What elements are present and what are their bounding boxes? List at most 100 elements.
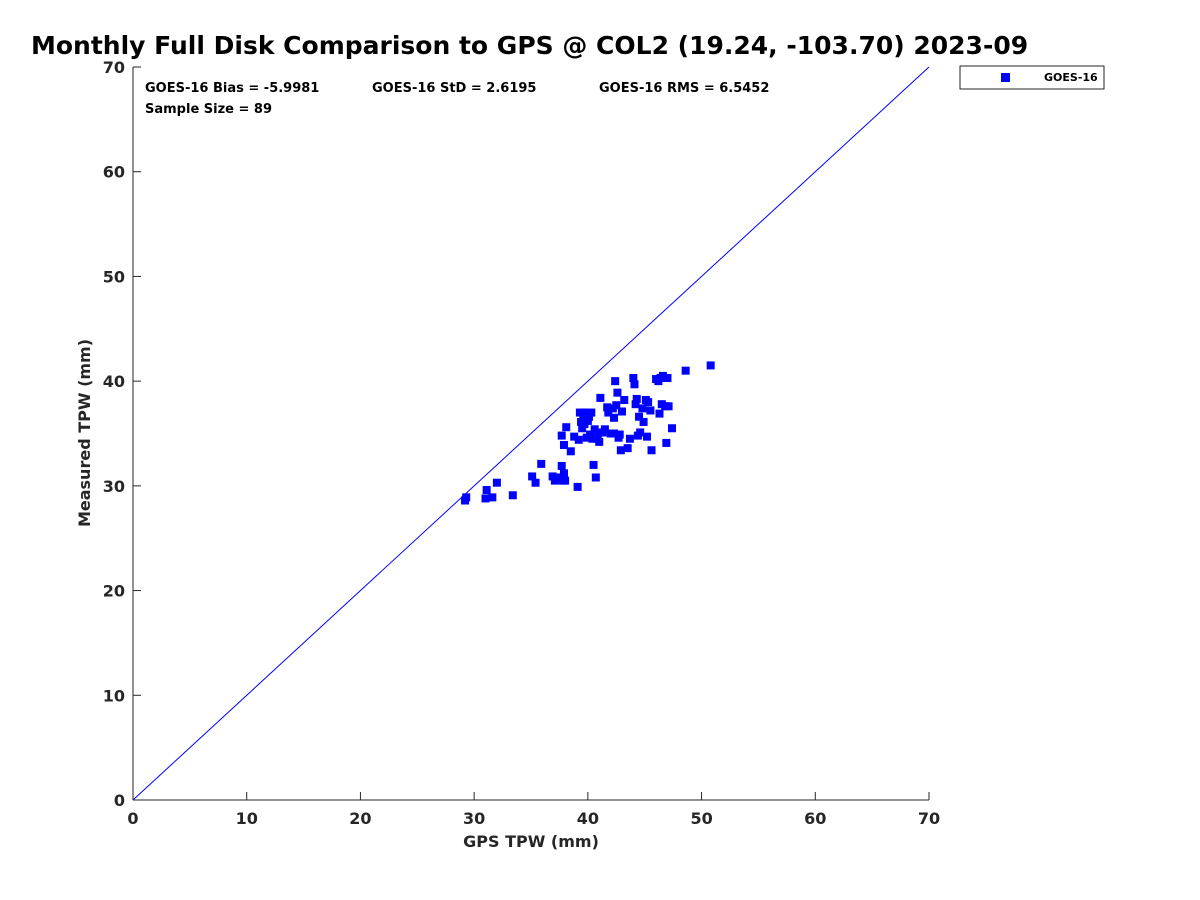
data-point [537, 459, 546, 468]
data-point [578, 424, 587, 433]
data-point [573, 482, 582, 491]
data-point [559, 469, 568, 478]
data-point [586, 430, 595, 439]
one-to-one-reference-line [132, 66, 930, 801]
data-point [630, 380, 639, 389]
data-point [557, 431, 566, 440]
x-tick-label: 70 [918, 809, 940, 828]
y-tick-label: 40 [103, 372, 125, 391]
data-point [611, 377, 620, 386]
data-point [588, 434, 597, 443]
data-point [620, 395, 629, 404]
data-point [662, 438, 671, 447]
data-point [658, 371, 667, 380]
rms-stat: GOES-16 RMS = 6.5452 [599, 81, 769, 96]
data-point [603, 403, 612, 412]
legend-entry-goes16: GOES-16 [1044, 71, 1098, 84]
data-points [461, 361, 715, 505]
data-point [531, 478, 540, 487]
data-point [596, 393, 605, 402]
data-point [548, 472, 557, 481]
x-tick-label: 20 [349, 809, 371, 828]
data-point [594, 429, 603, 438]
y-tick-label: 30 [103, 477, 125, 496]
data-point [589, 460, 598, 469]
data-point [559, 441, 568, 450]
data-point [550, 476, 559, 485]
y-axis-label: Measured TPW (mm) [75, 339, 94, 527]
data-point [615, 430, 624, 439]
x-tick-label: 0 [127, 809, 138, 828]
y-tick-label: 20 [103, 582, 125, 601]
axes: 0 10 20 30 40 50 60 70 0 10 20 30 40 50 60 70 [103, 58, 940, 828]
data-point [681, 366, 690, 375]
y-tick-label: 50 [103, 267, 125, 286]
legend-marker [1001, 73, 1010, 82]
data-point [570, 432, 579, 441]
data-point [566, 447, 575, 456]
data-point [600, 425, 609, 434]
y-tick-label: 60 [103, 163, 125, 182]
x-tick-label: 10 [236, 809, 258, 828]
data-point [584, 412, 593, 421]
legend-box [959, 65, 1105, 90]
data-point [508, 491, 517, 500]
data-point [617, 407, 626, 416]
data-point [482, 486, 491, 495]
data-point [610, 429, 619, 438]
data-point [481, 494, 490, 503]
data-point [639, 417, 648, 426]
legend: GOES-16 [959, 65, 1105, 90]
data-point [528, 472, 537, 481]
plot-area [132, 66, 930, 801]
data-point [655, 409, 664, 418]
data-point [492, 478, 501, 487]
data-point [579, 408, 588, 417]
data-point [562, 423, 571, 432]
data-point [587, 408, 596, 417]
data-point [636, 428, 645, 437]
x-axis-label: GPS TPW (mm) [463, 832, 599, 851]
data-point [638, 404, 647, 413]
data-point [706, 361, 715, 370]
data-point [616, 446, 625, 455]
y-tick-label: 10 [103, 686, 125, 705]
data-point [668, 424, 677, 433]
bias-stat: GOES-16 Bias = -5.9981 [145, 81, 319, 96]
x-tick-label: 60 [804, 809, 826, 828]
data-point [664, 402, 673, 411]
data-point [613, 388, 622, 397]
data-point [604, 408, 613, 417]
data-point [625, 434, 634, 443]
std-stat: GOES-16 StD = 2.6195 [372, 81, 536, 96]
data-point [488, 493, 497, 502]
data-point [574, 435, 583, 444]
data-point [631, 400, 640, 409]
data-point [610, 413, 619, 422]
data-point [635, 412, 644, 421]
data-point [646, 406, 655, 415]
data-point [590, 425, 599, 434]
x-tick-label: 30 [463, 809, 485, 828]
y-tick-label: 0 [114, 791, 125, 810]
x-tick-label: 40 [577, 809, 599, 828]
stats-annotations: GOES-16 Bias = -5.9981 GOES-16 StD = 2.6… [145, 81, 769, 117]
data-point [642, 432, 651, 441]
data-point [612, 401, 621, 410]
data-point [629, 374, 638, 383]
chart-title: Monthly Full Disk Comparison to GPS @ CO… [31, 31, 1028, 60]
data-point [591, 473, 600, 482]
data-point [579, 414, 588, 423]
data-point [663, 374, 672, 383]
data-point [644, 398, 653, 407]
data-point [632, 394, 641, 403]
data-point [583, 416, 592, 425]
x-tick-label: 50 [690, 809, 712, 828]
sample-size-stat: Sample Size = 89 [145, 102, 272, 117]
y-tick-label: 70 [103, 58, 125, 77]
data-point [647, 446, 656, 455]
data-point [557, 461, 566, 470]
data-point [462, 493, 471, 502]
data-point [595, 437, 604, 446]
